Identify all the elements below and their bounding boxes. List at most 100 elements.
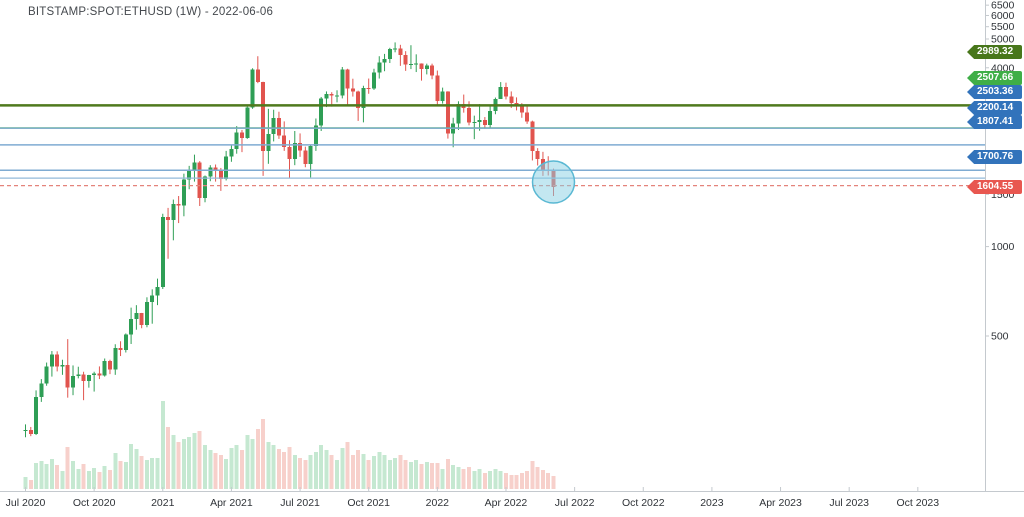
highlight-circle[interactable] (531, 160, 576, 204)
volume-bar (118, 461, 123, 489)
x-tick-label: Jul 2020 (6, 497, 46, 509)
volume-bar (482, 473, 487, 489)
volume-bar (287, 447, 292, 489)
volume-bar (60, 471, 65, 489)
candle-body (134, 313, 139, 320)
candle-body (86, 375, 91, 381)
volume-bar (208, 450, 213, 489)
x-tick-label: Jul 2023 (829, 497, 869, 509)
volume-bar (461, 469, 466, 489)
y-tick-label: 5000 (991, 34, 1015, 46)
volume-bar (271, 445, 276, 489)
candle-body (81, 374, 86, 381)
volume-bar (503, 473, 508, 489)
volume-bar (472, 471, 477, 489)
volume-bar (23, 477, 28, 489)
volume-bar (445, 459, 450, 489)
candle-body (166, 216, 171, 220)
volume-bar (139, 456, 144, 489)
candle-body (366, 87, 371, 89)
volume-bar (319, 445, 324, 489)
candle-body (203, 176, 208, 199)
volume-bar (340, 448, 345, 489)
volume-bar (525, 471, 530, 489)
volume-bar (329, 455, 334, 489)
x-tick-label: Jul 2021 (280, 497, 320, 509)
candle-body (229, 148, 234, 157)
candle-body (144, 302, 149, 325)
volume-bar (377, 452, 382, 489)
volume-bar (335, 460, 340, 489)
candle-body (102, 360, 107, 376)
candle-body (255, 69, 260, 82)
x-tick-label: 2021 (151, 497, 175, 509)
volume-bar (371, 456, 376, 489)
candle-body (408, 64, 413, 66)
candle-body (456, 104, 461, 124)
price-label-1604.55[interactable]: 1604.55 (967, 180, 1022, 194)
price-label-2200.14[interactable]: 2200.14 (967, 101, 1022, 115)
candle-body (234, 132, 239, 149)
volume-bar (356, 450, 361, 489)
volume-bar (546, 473, 551, 489)
candle-body (503, 87, 508, 97)
volume-bar (229, 448, 234, 489)
volume-bar (313, 452, 318, 489)
volume-bar (28, 480, 33, 489)
volume-bar (197, 431, 202, 489)
x-tick-label: Apr 2021 (210, 497, 253, 509)
volume-bar (86, 471, 91, 489)
volume-bar (134, 449, 139, 489)
candle-body (335, 95, 340, 97)
candle-body (435, 75, 440, 102)
candle-body (197, 162, 202, 199)
candle-body (92, 373, 97, 376)
price-label-1700.76[interactable]: 1700.76 (967, 150, 1022, 164)
volume-bar (218, 455, 223, 489)
volume-bar (34, 463, 39, 489)
candle-body (192, 162, 197, 171)
candle-body (477, 120, 482, 123)
candle-body (245, 107, 250, 139)
volume-bar (493, 469, 498, 489)
volume-bar (192, 433, 197, 489)
volume-bar (292, 455, 297, 489)
candle-body (97, 373, 102, 376)
x-tick-label: Apr 2023 (759, 497, 802, 509)
volume-bar (144, 460, 149, 489)
volume-bar (107, 470, 112, 489)
volume-bar (171, 435, 176, 489)
candle-body (60, 365, 65, 367)
candle-body (445, 91, 450, 134)
price-label-2989.32[interactable]: 2989.32 (967, 45, 1022, 59)
volume-bar (213, 453, 218, 489)
volume-bar (382, 455, 387, 489)
price-label-2503.36[interactable]: 2503.36 (967, 85, 1022, 99)
price-label-1807.41[interactable]: 1807.41 (967, 115, 1022, 129)
candle-body (65, 365, 70, 388)
volume-bar (298, 458, 303, 489)
volume-bar (361, 454, 366, 489)
volume-bar (488, 471, 493, 489)
candle-body (287, 146, 292, 159)
candle-body (123, 334, 128, 350)
volume-bar (308, 455, 313, 489)
candle-body (139, 313, 144, 325)
candle-body (107, 360, 112, 370)
candle-body (266, 134, 271, 151)
candle-body (39, 383, 44, 398)
chart-title: BITSTAMP:SPOT:ETHUSD (1W) - 2022-06-06 (28, 6, 274, 18)
candle-body (250, 69, 255, 108)
candle-body (350, 88, 355, 92)
volume-bar (92, 468, 97, 489)
price-label-2507.66[interactable]: 2507.66 (967, 71, 1022, 85)
candle-body (340, 69, 345, 96)
volume-bar (76, 469, 81, 489)
volume-bar (102, 466, 107, 489)
volume-bar (498, 471, 503, 489)
volume-bar (419, 464, 424, 489)
candle-body (345, 69, 350, 89)
candle-body (276, 118, 281, 136)
